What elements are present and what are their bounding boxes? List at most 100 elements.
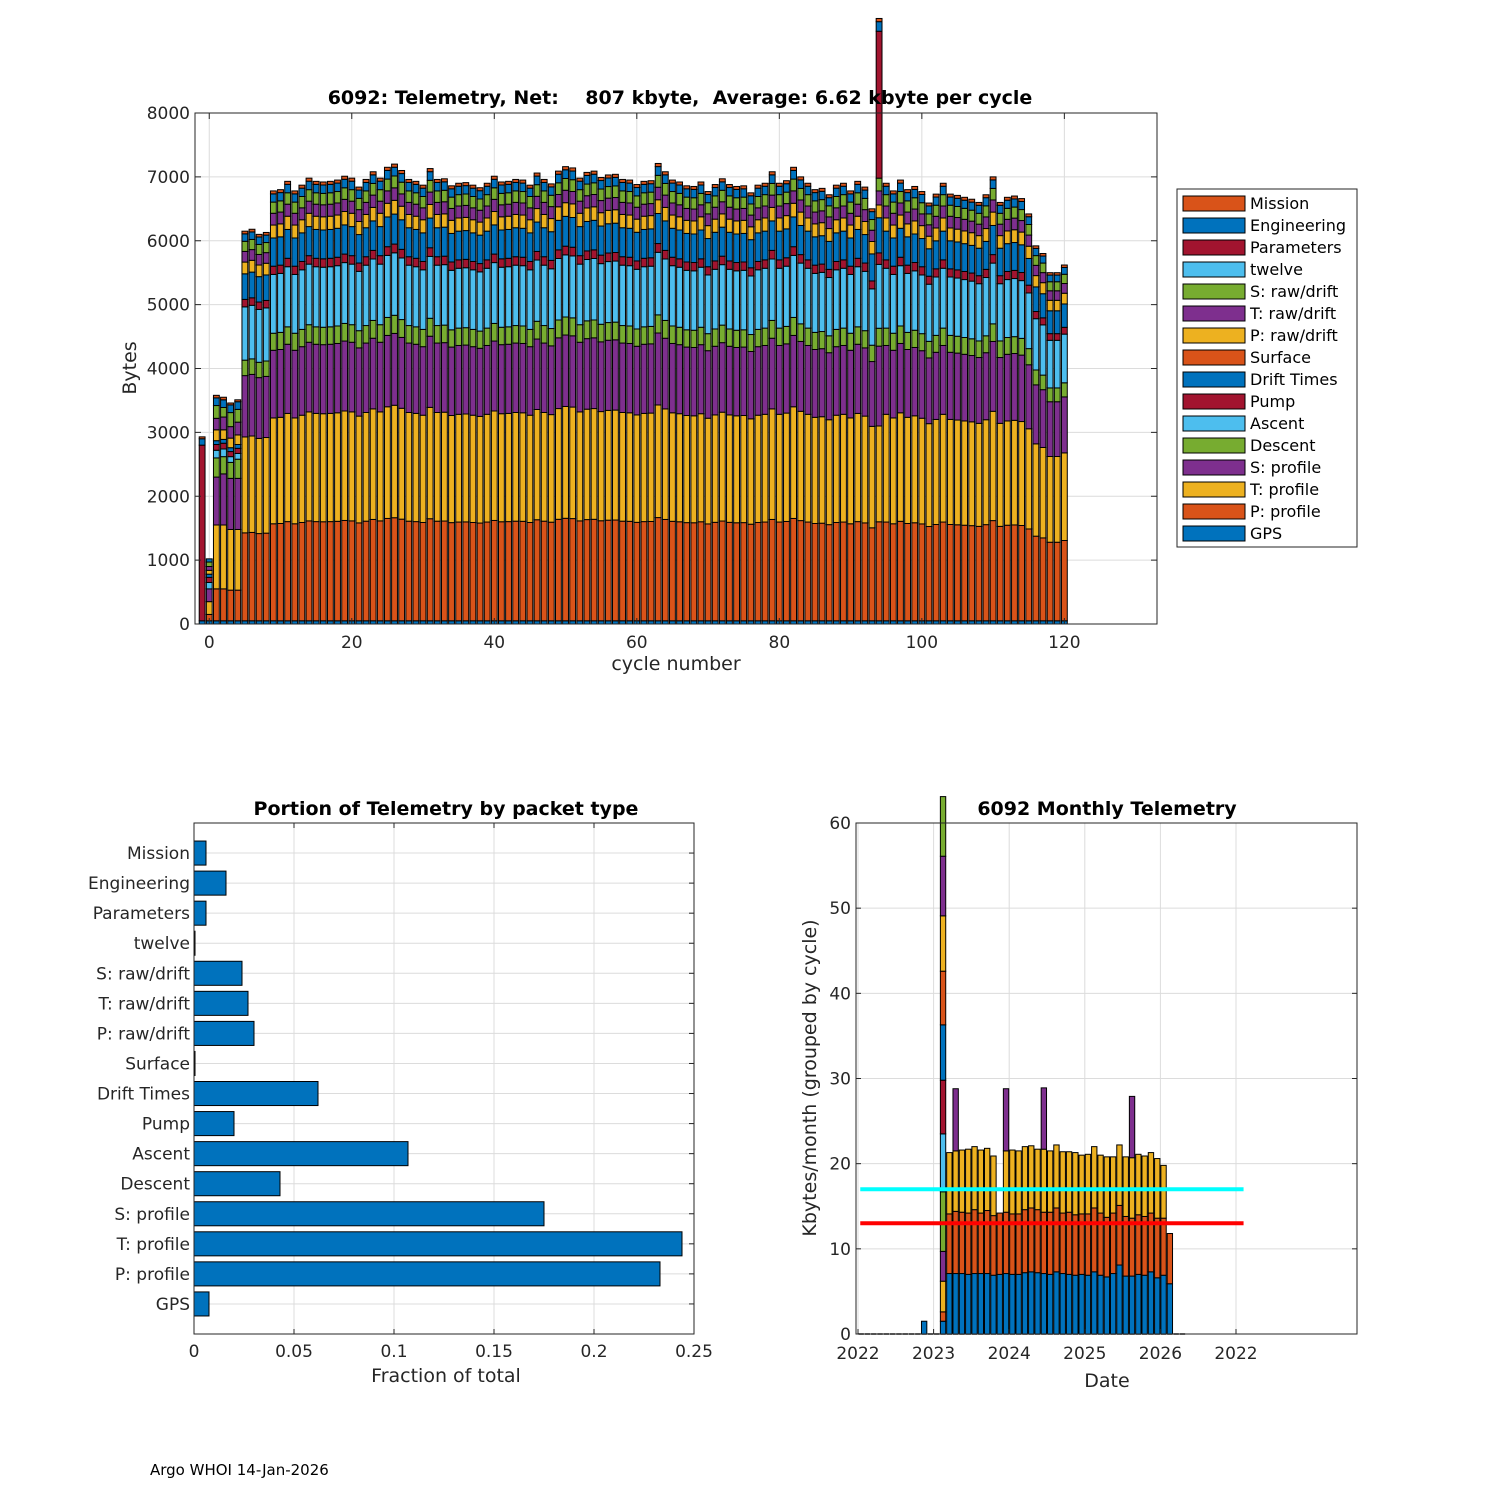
monthly-bar-segment [1072,1274,1079,1335]
top-bar-segment [961,230,969,245]
top-bar-segment [348,189,356,202]
top-bar-segment [889,332,897,351]
top-bar-segment [526,196,534,209]
top-bar-cycle [277,189,284,625]
top-bar-segment [512,201,520,215]
top-bar-segment [291,523,299,622]
top-bar-cycle [790,166,797,625]
top-bar-segment [654,332,662,406]
top-bar-segment [341,198,349,213]
monthly-bar-segment [1040,1087,1048,1150]
top-bar-segment [398,169,406,175]
top-bar-segment [555,170,562,175]
top-bar-cycle [711,184,719,625]
top-bar-cycle [754,184,762,625]
monthly-bar-segment [971,1273,978,1335]
top-bar-segment [455,267,463,329]
top-bar-segment [654,213,662,245]
top-bar-segment [212,524,220,590]
top-bar-segment [989,262,997,325]
top-bar-segment [1011,195,1018,200]
top-bar-segment [847,237,855,267]
top-bar-segment [889,265,897,275]
top-bar-segment [369,206,377,222]
top-bar-segment [433,227,441,258]
top-bar-segment [262,532,270,622]
top-bar-segment [497,413,505,523]
top-bar-segment [547,414,555,523]
portion-bar [193,1231,683,1257]
top-bar-segment [640,412,648,523]
top-bar-segment [982,352,990,421]
top-bar-cycle [540,178,548,625]
top-bar-segment [205,561,213,568]
legend-label: T: profile [1249,480,1319,499]
top-bar-segment [469,260,477,271]
top-bar-segment [583,338,591,410]
top-bar-segment [412,203,420,217]
top-bar-segment [526,346,534,416]
top-bar-segment [1011,419,1018,526]
top-bar-segment [747,275,755,336]
monthly-bar-segment [1002,1150,1010,1213]
top-bar-segment [326,192,334,205]
top-bar-segment [847,190,855,195]
top-bar-segment [476,234,484,265]
top-bar-segment [626,202,634,216]
top-bar-segment [1039,282,1047,295]
top-bar-segment [726,206,733,220]
top-bar-segment [291,237,299,267]
top-bar-segment [341,322,349,342]
top-bar-segment [989,179,997,189]
top-bar-segment [726,268,733,330]
top-bar-segment [704,266,712,276]
top-bar-segment [918,191,926,196]
top-bar-cycle [419,184,427,625]
portion-bar [193,990,249,1016]
monthly-bar-segment [1021,1209,1029,1274]
top-bar-segment [882,521,890,622]
top-bar-segment [889,190,897,195]
top-bar-segment [398,205,406,221]
top-bar-segment [597,200,605,214]
top-bar-segment [911,188,919,199]
top-bar-segment [483,230,491,261]
top-bar-segment [996,525,1004,622]
top-bar-segment [362,190,370,203]
top-bar-segment [234,589,242,622]
top-bar-segment [897,412,904,522]
top-bar-segment [383,216,391,248]
top-bar-segment [633,206,641,220]
monthly-bar-segment [1122,1275,1129,1335]
top-bar-segment [711,414,719,523]
top-bar-cycle [804,182,812,625]
top-bar-cycle [519,179,527,625]
top-bar-segment [1018,421,1026,527]
top-bar-segment [298,187,306,198]
top-bar-segment [626,325,634,344]
top-bar-segment [954,197,961,207]
top-bar-segment [319,216,327,231]
top-bar-segment [690,262,698,272]
top-bar-segment [918,417,926,525]
top-bar-segment [982,228,990,242]
top-bar-segment [811,189,819,194]
top-bar-segment [298,346,306,416]
top-bar-segment [334,202,341,216]
top-bar-segment [398,407,406,520]
top-bar-cycle [319,181,327,625]
top-bar-segment [718,213,726,228]
top-bar-segment [391,252,398,316]
top-bar-segment [490,322,498,342]
top-bar-cycle [697,181,705,625]
top-bar-segment [783,343,790,414]
top-bar-segment [804,327,812,346]
top-bar-segment [711,218,719,233]
top-bar-segment [939,194,947,207]
monthly-bar-segment [1021,1272,1029,1335]
top-bar-segment [383,178,391,192]
top-bar-segment [334,182,341,193]
top-bar-segment [882,413,890,523]
monthly-bar-segment [1166,1283,1174,1335]
top-bar-segment [818,331,826,350]
